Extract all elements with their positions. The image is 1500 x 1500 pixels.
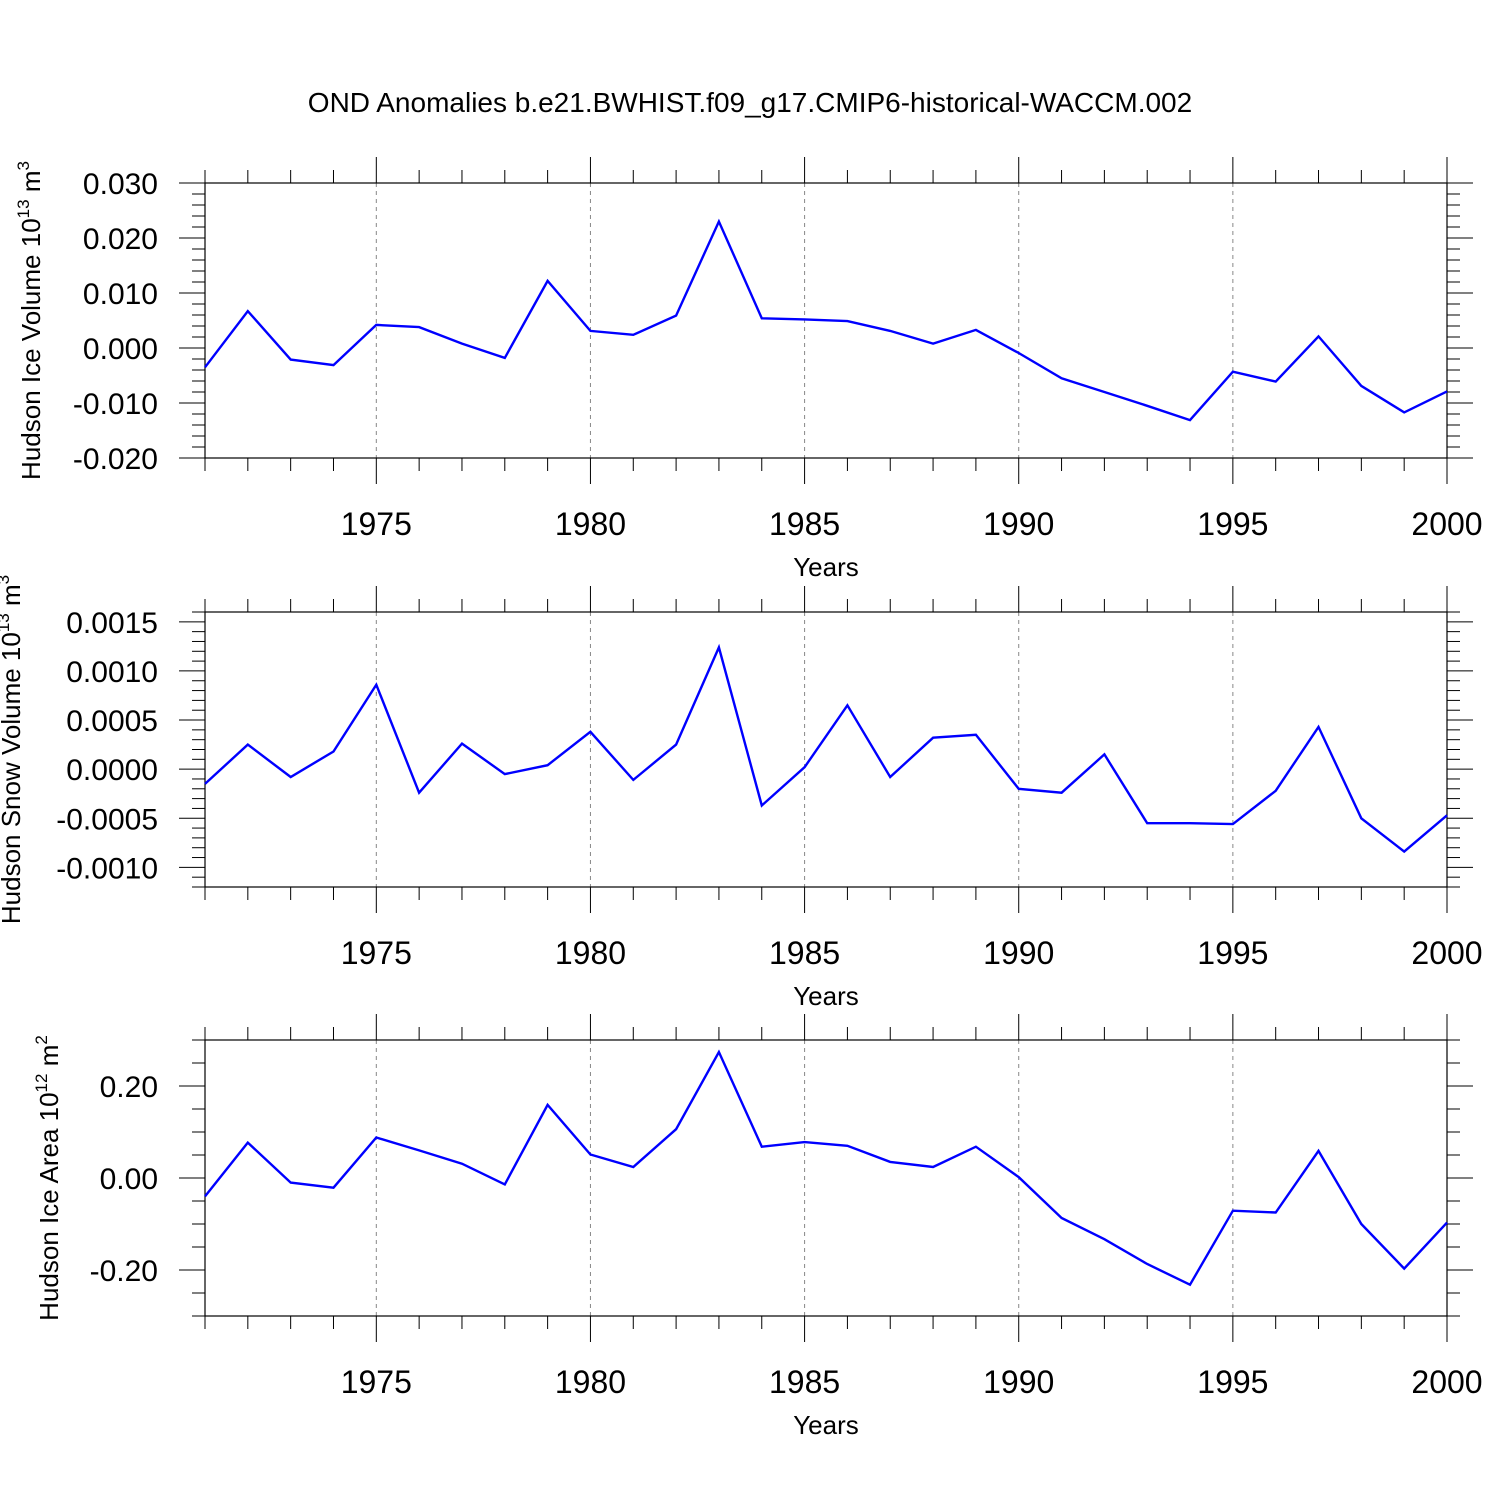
x-tick-label: 2000 <box>1411 1364 1482 1400</box>
x-tick-label: 2000 <box>1411 506 1482 542</box>
plot-frame <box>204 611 1448 888</box>
y-tick-label: 0.0010 <box>66 656 158 689</box>
x-tick-label: 1985 <box>769 1364 840 1400</box>
series-line <box>204 1049 1448 1287</box>
x-axis-label: Years <box>793 981 859 1011</box>
x-tick-label: 1975 <box>341 506 412 542</box>
panel-1: -0.020 -0.010 0.000 0.010 0.020 0.030 1975 1980… <box>14 157 1483 582</box>
y-tick-label: 0.20 <box>100 1071 158 1104</box>
y-tick-label: 0.0005 <box>66 705 158 738</box>
x-tick-label: 1975 <box>341 1364 412 1400</box>
series-line <box>204 643 1448 854</box>
x-tick-label: 1975 <box>341 935 412 971</box>
y-tick-label: 0.010 <box>83 278 158 311</box>
y-axis-label: Hudson Snow Volume 1013 m3 <box>0 575 26 924</box>
y-tick-label: 0.0000 <box>66 754 158 787</box>
x-tick-label: 2000 <box>1411 935 1482 971</box>
y-axis-label: Hudson Ice Volume 1013 m3 <box>14 161 46 480</box>
chart-title: OND Anomalies b.e21.BWHIST.f09_g17.CMIP6… <box>308 87 1192 118</box>
y-tick-label: 0.0015 <box>66 607 158 640</box>
y-tick-label: 0.020 <box>83 223 158 256</box>
y-tick-label: -0.0005 <box>56 803 158 836</box>
x-tick-label: 1995 <box>1197 506 1268 542</box>
x-tick-label: 1985 <box>769 506 840 542</box>
y-tick-label: -0.020 <box>73 443 158 476</box>
x-tick-label: 1980 <box>555 935 626 971</box>
x-tick-label: 1990 <box>983 935 1054 971</box>
x-tick-label: 1980 <box>555 506 626 542</box>
y-axis-label: Hudson Ice Area 1012 m2 <box>32 1035 64 1321</box>
x-tick-label: 1995 <box>1197 935 1268 971</box>
y-tick-label: 0.030 <box>83 168 158 201</box>
plot-frame <box>204 1039 1448 1317</box>
y-tick-label: -0.010 <box>73 388 158 421</box>
x-tick-label: 1980 <box>555 1364 626 1400</box>
y-tick-label: -0.0010 <box>56 852 158 885</box>
x-axis-label: Years <box>793 552 859 582</box>
x-tick-label: 1990 <box>983 506 1054 542</box>
plot-frame <box>204 182 1448 459</box>
y-tick-label: 0.000 <box>83 333 158 366</box>
x-tick-label: 1985 <box>769 935 840 971</box>
x-tick-label: 1995 <box>1197 1364 1268 1400</box>
panel-3: -0.20 0.00 0.20 1975 1980 1985 1990 1995 2000 Yea… <box>32 1014 1483 1440</box>
y-tick-label: -0.20 <box>90 1255 158 1288</box>
panel-2: -0.0010 -0.0005 0.0000 0.0005 0.0010 0.0015 19… <box>0 575 1483 1011</box>
x-axis-label: Years <box>793 1410 859 1440</box>
x-tick-label: 1990 <box>983 1364 1054 1400</box>
y-tick-label: 0.00 <box>100 1163 158 1196</box>
series-line <box>204 218 1448 422</box>
